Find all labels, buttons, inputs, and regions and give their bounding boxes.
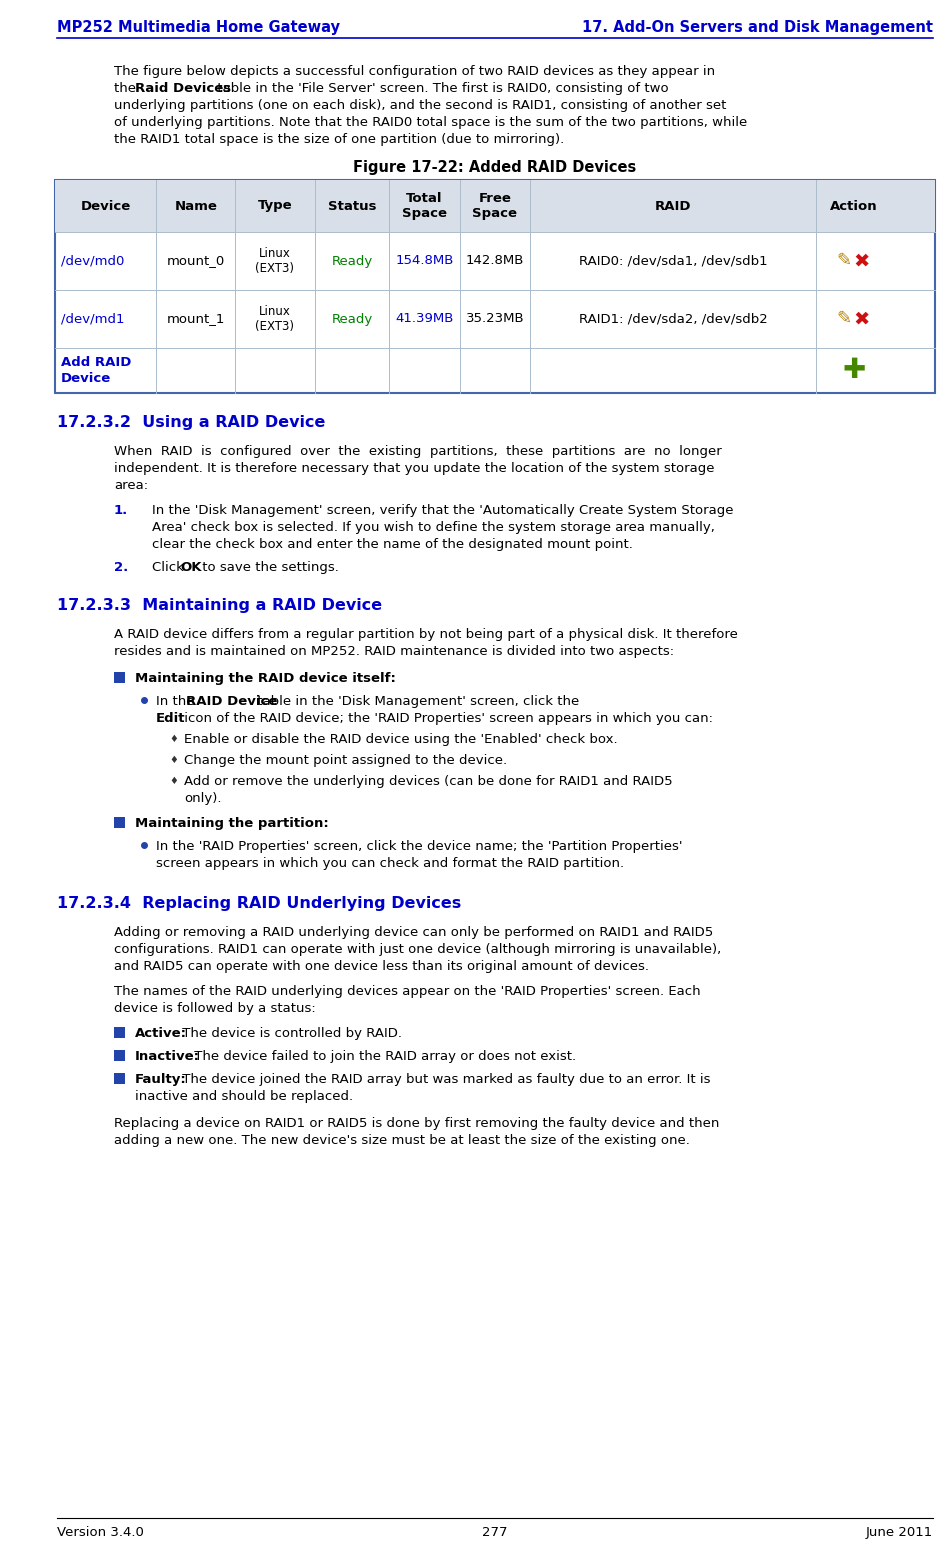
Text: Maintaining the partition:: Maintaining the partition: [135,816,329,830]
Text: ✎: ✎ [836,311,851,328]
Text: Ready: Ready [331,312,373,326]
Bar [114,816,125,829]
Text: table in the 'Disk Management' screen, click the: table in the 'Disk Management' screen, c… [253,696,584,708]
Text: Add or remove the underlying devices (can be done for RAID1 and RAID5: Add or remove the underlying devices (ca… [184,775,672,788]
Text: Maintaining the RAID device itself:: Maintaining the RAID device itself: [135,673,396,685]
Bar [55,179,935,232]
Text: icon of the RAID device; the 'RAID Properties' screen appears in which you can:: icon of the RAID device; the 'RAID Prope… [180,713,713,725]
Text: A RAID device differs from a regular partition by not being part of a physical d: A RAID device differs from a regular par… [114,628,738,642]
Text: 35.23MB: 35.23MB [466,312,524,326]
Text: Linux
(EXT3): Linux (EXT3) [256,247,295,275]
Text: ♦: ♦ [169,776,178,785]
Text: Click: Click [152,561,188,574]
Text: The figure below depicts a successful configuration of two RAID devices as they : The figure below depicts a successful co… [114,65,715,77]
Text: resides and is maintained on MP252. RAID maintenance is divided into two aspects: resides and is maintained on MP252. RAID… [114,645,674,659]
Text: Version 3.4.0: Version 3.4.0 [57,1526,144,1538]
Text: and RAID5 can operate with one device less than its original amount of devices.: and RAID5 can operate with one device le… [114,960,649,972]
Text: Action: Action [830,199,878,212]
Text: Linux
(EXT3): Linux (EXT3) [256,305,295,332]
Text: ✚: ✚ [842,357,865,385]
Bar [114,1050,125,1061]
Text: RAID Device: RAID Device [186,696,278,708]
Text: Status: Status [328,199,377,212]
Text: adding a new one. The new device's size must be at least the size of the existin: adding a new one. The new device's size … [114,1135,689,1147]
Text: Adding or removing a RAID underlying device can only be performed on RAID1 and R: Adding or removing a RAID underlying dev… [114,926,713,938]
Text: ✎: ✎ [836,252,851,271]
Text: RAID0: /dev/sda1, /dev/sdb1: RAID0: /dev/sda1, /dev/sdb1 [579,255,767,267]
Text: RAID: RAID [655,199,691,212]
Text: In the 'RAID Properties' screen, click the device name; the 'Partition Propertie: In the 'RAID Properties' screen, click t… [156,839,683,853]
Text: In the: In the [156,696,199,708]
Text: The names of the RAID underlying devices appear on the 'RAID Properties' screen.: The names of the RAID underlying devices… [114,985,701,999]
Text: ✖: ✖ [853,309,870,328]
Text: Figure 17-22: Added RAID Devices: Figure 17-22: Added RAID Devices [354,159,636,175]
Text: Area' check box is selected. If you wish to define the system storage area manua: Area' check box is selected. If you wish… [152,521,715,533]
Text: 17.2.3.2  Using a RAID Device: 17.2.3.2 Using a RAID Device [57,414,325,430]
Text: The device joined the RAID array but was marked as faulty due to an error. It is: The device joined the RAID array but was… [178,1073,710,1085]
Text: screen appears in which you can check and format the RAID partition.: screen appears in which you can check an… [156,856,624,870]
Text: ♦: ♦ [169,734,178,744]
Text: 1.: 1. [114,504,128,516]
Text: the: the [114,82,140,94]
Text: Raid Devices: Raid Devices [135,82,231,94]
Text: 17. Add-On Servers and Disk Management: 17. Add-On Servers and Disk Management [582,20,933,36]
Text: Device: Device [81,199,130,212]
Text: 277: 277 [482,1526,508,1538]
Text: Faulty:: Faulty: [135,1073,186,1085]
Text: Active:: Active: [135,1027,187,1040]
Text: OK: OK [180,561,202,574]
Text: Change the mount point assigned to the device.: Change the mount point assigned to the d… [184,754,507,767]
Text: independent. It is therefore necessary that you update the location of the syste: independent. It is therefore necessary t… [114,462,714,475]
Text: ♦: ♦ [169,754,178,765]
Bar [114,1027,125,1037]
Bar [55,179,935,232]
Text: Inactive:: Inactive: [135,1050,200,1064]
Text: Edit: Edit [156,713,185,725]
Text: 17.2.3.3  Maintaining a RAID Device: 17.2.3.3 Maintaining a RAID Device [57,598,382,614]
Text: Enable or disable the RAID device using the 'Enabled' check box.: Enable or disable the RAID device using … [184,733,617,747]
Text: mount_0: mount_0 [166,255,225,267]
Text: to save the settings.: to save the settings. [198,561,339,574]
Text: Replacing a device on RAID1 or RAID5 is done by first removing the faulty device: Replacing a device on RAID1 or RAID5 is … [114,1118,719,1130]
Text: Add RAID
Device: Add RAID Device [61,357,131,385]
Text: The device is controlled by RAID.: The device is controlled by RAID. [178,1027,401,1040]
Text: 154.8MB: 154.8MB [396,255,454,267]
Text: device is followed by a status:: device is followed by a status: [114,1002,316,1016]
Text: 2.: 2. [114,561,128,574]
Text: underlying partitions (one on each disk), and the second is RAID1, consisting of: underlying partitions (one on each disk)… [114,99,727,111]
Text: 17.2.3.4  Replacing RAID Underlying Devices: 17.2.3.4 Replacing RAID Underlying Devic… [57,897,461,911]
Text: only).: only). [184,792,222,805]
Text: When  RAID  is  configured  over  the  existing  partitions,  these  partitions : When RAID is configured over the existin… [114,445,722,458]
Text: area:: area: [114,479,148,492]
Text: configurations. RAID1 can operate with just one device (although mirroring is un: configurations. RAID1 can operate with j… [114,943,721,955]
Text: /dev/md0: /dev/md0 [61,255,125,267]
Bar [114,1073,125,1084]
Text: 41.39MB: 41.39MB [396,312,454,326]
Text: RAID1: /dev/sda2, /dev/sdb2: RAID1: /dev/sda2, /dev/sdb2 [579,312,767,326]
Bar [114,673,125,683]
Text: table in the 'File Server' screen. The first is RAID0, consisting of two: table in the 'File Server' screen. The f… [213,82,669,94]
Text: clear the check box and enter the name of the designated mount point.: clear the check box and enter the name o… [152,538,632,550]
Text: ✖: ✖ [853,252,870,271]
Text: MP252 Multimedia Home Gateway: MP252 Multimedia Home Gateway [57,20,340,36]
Text: Total
Space: Total Space [402,192,447,220]
Text: of underlying partitions. Note that the RAID0 total space is the sum of the two : of underlying partitions. Note that the … [114,116,747,128]
Text: inactive and should be replaced.: inactive and should be replaced. [135,1090,353,1102]
Text: June 2011: June 2011 [865,1526,933,1538]
Text: The device failed to join the RAID array or does not exist.: The device failed to join the RAID array… [190,1050,576,1064]
Text: /dev/md1: /dev/md1 [61,312,125,326]
Text: In the 'Disk Management' screen, verify that the 'Automatically Create System St: In the 'Disk Management' screen, verify … [152,504,733,516]
Text: Name: Name [174,199,217,212]
Text: the RAID1 total space is the size of one partition (due to mirroring).: the RAID1 total space is the size of one… [114,133,564,145]
Text: Ready: Ready [331,255,373,267]
Text: mount_1: mount_1 [166,312,225,326]
Text: 142.8MB: 142.8MB [466,255,524,267]
Text: Free
Space: Free Space [473,192,517,220]
Bar [55,179,935,393]
Text: Type: Type [258,199,292,212]
